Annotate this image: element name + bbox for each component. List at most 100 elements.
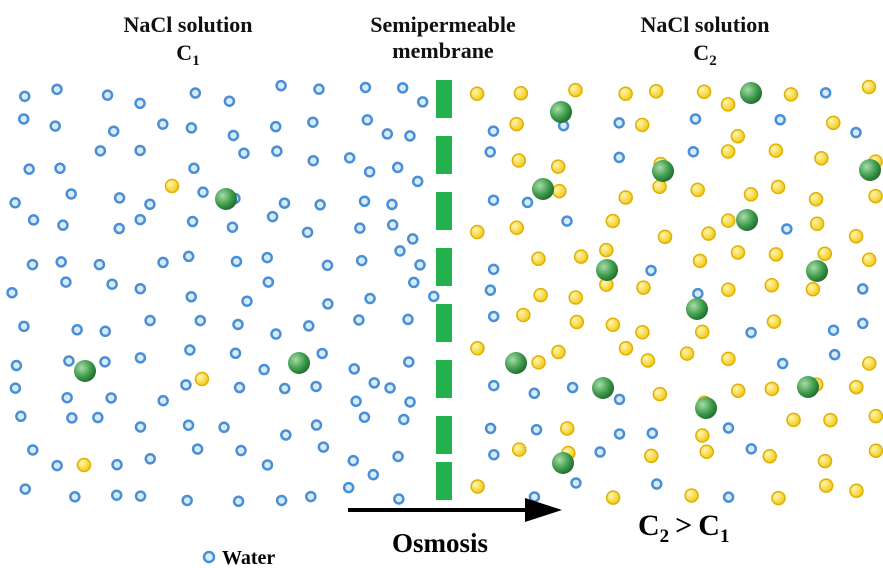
water-molecule <box>354 315 363 324</box>
osmosis-arrow <box>348 498 562 522</box>
water-molecule <box>306 492 315 501</box>
water-molecule <box>409 278 418 287</box>
water-molecule <box>852 128 861 137</box>
relation: C2>C1 <box>638 509 729 547</box>
water-molecule <box>489 450 498 459</box>
water-molecule <box>277 496 286 505</box>
sodium-ion <box>820 479 833 492</box>
water-molecule <box>486 147 495 156</box>
water-molecule <box>318 349 327 358</box>
chloride-ion <box>652 160 674 182</box>
water-molecule <box>112 491 121 500</box>
water-molecule <box>184 252 193 261</box>
sodium-ion <box>532 356 545 369</box>
sodium-ion <box>471 480 484 493</box>
water-molecule <box>51 122 60 131</box>
water-molecule <box>73 325 82 334</box>
water-molecule <box>67 413 76 422</box>
water-molecule <box>187 123 196 132</box>
water-molecule <box>858 319 867 328</box>
sodium-ion <box>653 388 666 401</box>
sodium-ion <box>569 291 582 304</box>
symbol: C <box>698 509 720 542</box>
water-molecule <box>489 127 498 136</box>
water-molecule <box>393 163 402 172</box>
water-molecule <box>11 384 20 393</box>
water-molecule <box>366 294 375 303</box>
water-molecule <box>107 393 116 402</box>
water-molecule <box>394 494 403 503</box>
water-molecule <box>189 164 198 173</box>
subscript: 2 <box>709 53 717 69</box>
water-molecule <box>136 353 145 362</box>
osmosis-label: Osmosis <box>392 528 488 558</box>
chloride-ion <box>797 376 819 398</box>
water-molecule <box>220 423 229 432</box>
water-molecule <box>489 196 498 205</box>
sodium-ion <box>645 449 658 462</box>
water-molecule <box>181 380 190 389</box>
subscript: 1 <box>720 526 730 547</box>
chloride-ion <box>552 452 574 474</box>
sodium-ion <box>815 152 828 165</box>
sodium-ion <box>606 215 619 228</box>
water-molecule <box>693 289 702 298</box>
chloride-ion <box>695 397 717 419</box>
water-molecule <box>486 424 495 433</box>
sodium-ion <box>693 254 706 267</box>
water-molecule <box>260 365 269 374</box>
water-molecule <box>271 122 280 131</box>
water-molecule <box>188 217 197 226</box>
sodium-ion <box>569 84 582 97</box>
symbol: C <box>176 40 192 65</box>
water-molecule <box>228 223 237 232</box>
water-molecule <box>159 396 168 405</box>
water-molecule <box>360 197 369 206</box>
sodium-ion <box>600 244 613 257</box>
membrane <box>436 80 452 500</box>
water-molecule <box>596 448 605 457</box>
water-molecule <box>11 198 20 207</box>
water-molecule <box>303 228 312 237</box>
chloride-ion <box>550 101 572 123</box>
sodium-ion <box>770 248 783 261</box>
water-molecule <box>55 164 64 173</box>
sodium-ion <box>806 283 819 296</box>
water-molecule <box>159 258 168 267</box>
sodium-ion <box>811 217 824 230</box>
water-molecule <box>136 422 145 431</box>
sodium-ion <box>553 185 566 198</box>
operator: > <box>675 509 692 542</box>
water-molecule <box>103 91 112 100</box>
water-molecule <box>724 493 733 502</box>
water-molecule <box>312 421 321 430</box>
water-legend-dot <box>204 552 214 562</box>
water-molecule <box>691 114 700 123</box>
water-molecule <box>20 92 29 101</box>
sodium-ion <box>691 183 704 196</box>
water-molecule <box>413 177 422 186</box>
sodium-ion <box>722 145 735 158</box>
water-molecule <box>404 357 413 366</box>
sodium-ion <box>722 283 735 296</box>
water-molecule <box>821 88 830 97</box>
water-molecule <box>395 246 404 255</box>
sodium-ion <box>744 188 757 201</box>
sodium-ion <box>471 87 484 100</box>
sodium-ion <box>166 180 179 193</box>
sodium-ion <box>653 180 666 193</box>
water-molecule <box>314 85 323 94</box>
water-molecule <box>57 257 66 266</box>
sodium-ion <box>869 190 882 203</box>
water-molecule <box>648 429 657 438</box>
water-molecule <box>136 99 145 108</box>
chloride-ion <box>532 178 554 200</box>
chloride-ion <box>806 260 828 282</box>
water-molecule <box>345 153 354 162</box>
sodium-ion <box>862 80 875 93</box>
water-molecule <box>53 85 62 94</box>
sodium-ion <box>510 221 523 234</box>
water-molecule <box>93 413 102 422</box>
chloride-ion <box>596 259 618 281</box>
water-molecule <box>225 97 234 106</box>
